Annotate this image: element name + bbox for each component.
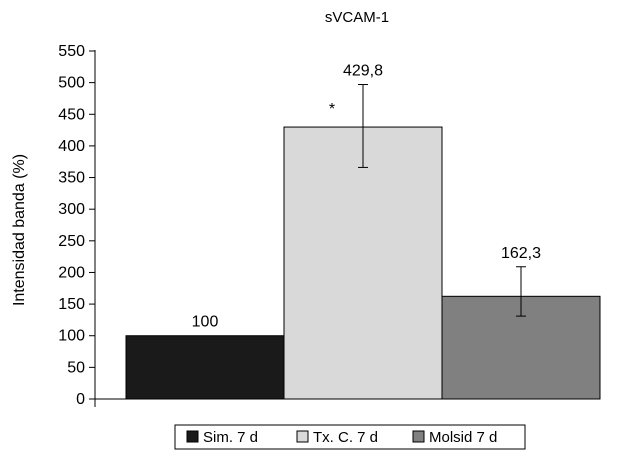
data-labels: 100 429,8 162,3 * bbox=[192, 63, 541, 331]
legend-label: Tx. C. 7 d bbox=[313, 429, 378, 446]
y-tick-label: 550 bbox=[58, 43, 85, 60]
legend-box bbox=[174, 424, 526, 450]
y-tick-label: 250 bbox=[58, 233, 85, 250]
y-tick-label: 150 bbox=[58, 296, 85, 313]
data-label: 162,3 bbox=[501, 245, 541, 262]
y-tick-label: 100 bbox=[58, 328, 85, 345]
legend-swatch bbox=[186, 430, 199, 443]
significance-marker: * bbox=[329, 101, 335, 118]
y-tick-label: 450 bbox=[58, 106, 85, 123]
data-label: 429,8 bbox=[343, 63, 383, 80]
y-tick-label: 500 bbox=[58, 75, 85, 92]
data-label: 100 bbox=[192, 314, 219, 331]
y-tick-label: 300 bbox=[58, 201, 85, 218]
y-tick-label: 350 bbox=[58, 170, 85, 187]
legend-label: Molsid 7 d bbox=[429, 429, 497, 446]
legend-items: Sim. 7 d Tx. C. 7 d Molsid 7 d bbox=[186, 429, 497, 446]
bar bbox=[125, 335, 285, 400]
y-ticks: 0 50 100 150 200 250 300 350 400 450 500 550 bbox=[58, 43, 95, 408]
y-tick-label: 50 bbox=[67, 359, 85, 376]
y-axis-label: Intensidad banda (%) bbox=[11, 154, 28, 306]
legend-swatch bbox=[412, 430, 425, 443]
y-tick-label: 0 bbox=[76, 391, 85, 408]
error-bars bbox=[358, 84, 526, 317]
chart-title: sVCAM-1 bbox=[325, 9, 389, 26]
legend-swatch bbox=[296, 430, 309, 443]
legend: Sim. 7 d Tx. C. 7 d Molsid 7 d bbox=[174, 424, 526, 450]
y-tick-label: 200 bbox=[58, 264, 85, 281]
y-tick-label: 400 bbox=[58, 138, 85, 155]
bar bbox=[283, 126, 443, 400]
legend-label: Sim. 7 d bbox=[203, 429, 258, 446]
